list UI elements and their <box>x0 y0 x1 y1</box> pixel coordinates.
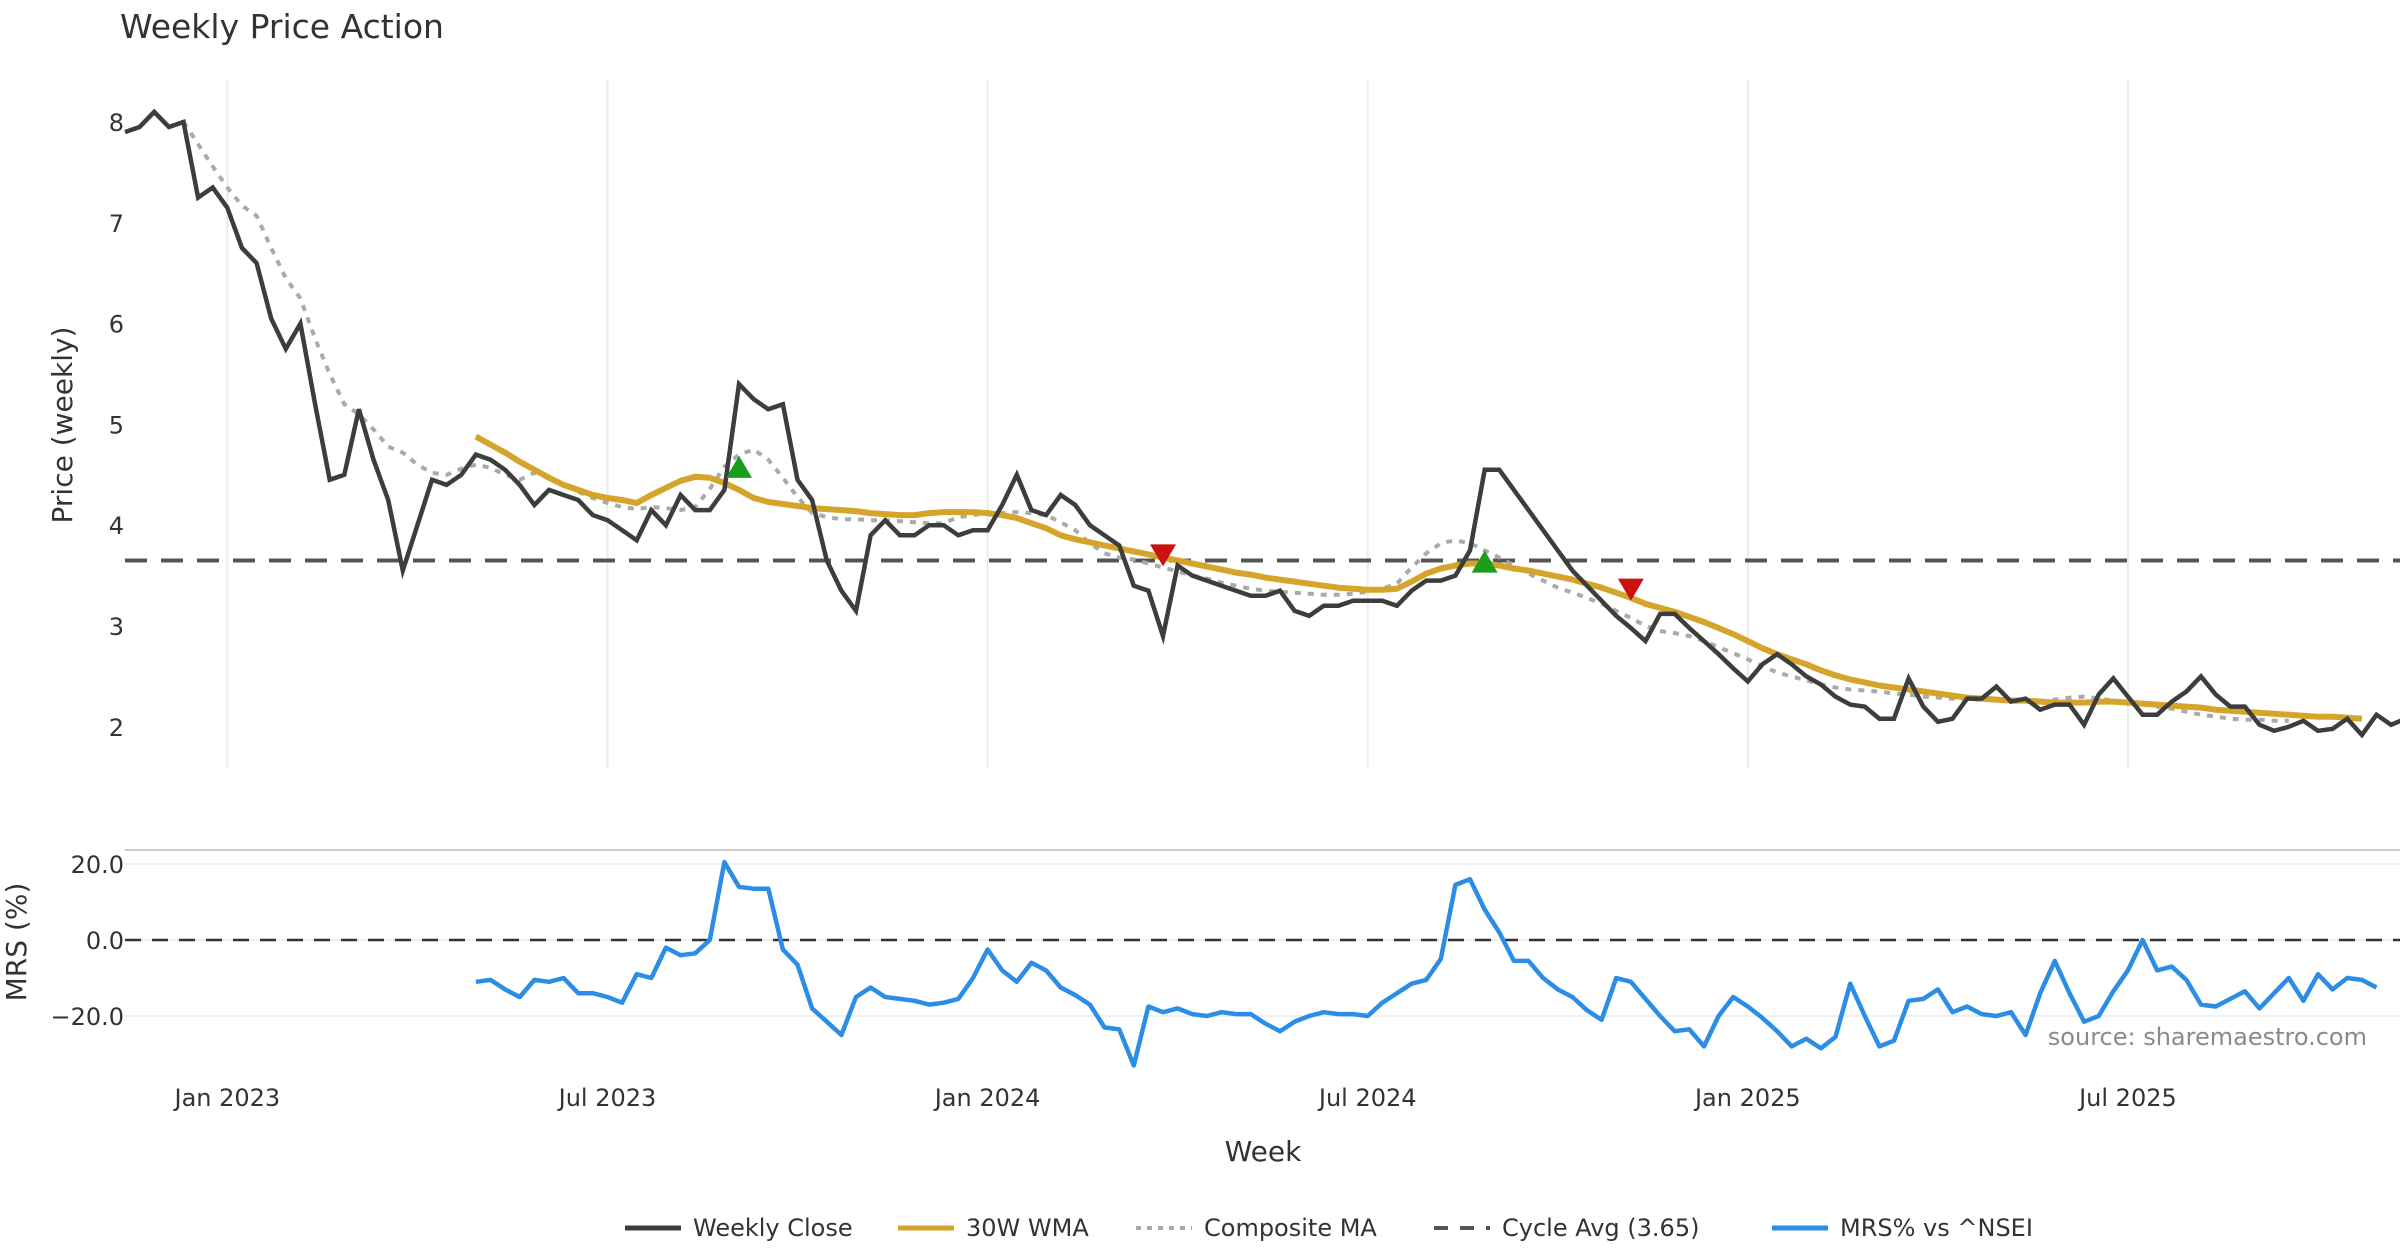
legend-label: 30W WMA <box>966 1214 1089 1242</box>
legend-label: Composite MA <box>1204 1214 1377 1242</box>
mrs-y-tick-label: 20.0 <box>71 851 124 879</box>
legend-item: Composite MA <box>1136 1214 1377 1242</box>
price-y-axis-title: Price (weekly) <box>46 327 79 524</box>
mrs-y-axis-title: MRS (%) <box>0 883 33 1002</box>
signal-markers <box>726 455 1644 601</box>
price-y-tick-label: 6 <box>109 311 124 339</box>
legend-item: 30W WMA <box>898 1214 1089 1242</box>
mrs-line <box>475 859 2378 1068</box>
x-axis-title: Week <box>1225 1135 1302 1168</box>
legend-label: Weekly Close <box>693 1214 853 1242</box>
x-axis-ticks: Jan 2023 Jul 2023 Jan 2024 Jul 2024 Jan 2025… <box>172 1084 2176 1112</box>
wma-30w-line <box>474 433 2363 722</box>
price-gridlines <box>226 80 2129 768</box>
legend-label: Cycle Avg (3.65) <box>1502 1214 1699 1242</box>
price-y-tick-label: 3 <box>109 613 124 641</box>
mrs-y-ticks: 20.0 0.0 −20.0 <box>50 851 124 1031</box>
price-y-tick-label: 5 <box>109 411 124 439</box>
buy-signal-marker <box>726 455 753 478</box>
composite-ma-line <box>181 120 2289 723</box>
legend: Weekly Close 30W WMA Composite MA Cycle Avg… <box>625 1214 2033 1242</box>
source-note: source: sharemaestro.com <box>2048 1023 2367 1051</box>
x-tick-label: Jan 2025 <box>1693 1084 1801 1112</box>
price-y-tick-label: 2 <box>109 714 124 742</box>
buy-signal-marker <box>1471 550 1498 573</box>
sell-signal-marker <box>1617 578 1644 601</box>
x-tick-label: Jul 2023 <box>557 1084 657 1112</box>
chart-title: Weekly Price Action <box>120 7 444 46</box>
weekly-close-line <box>124 108 2400 739</box>
legend-item: MRS% vs ^NSEI <box>1772 1214 2033 1242</box>
legend-item: Weekly Close <box>625 1214 853 1242</box>
legend-label: MRS% vs ^NSEI <box>1840 1214 2033 1242</box>
mrs-y-tick-label: −20.0 <box>50 1003 124 1031</box>
x-tick-label: Jul 2025 <box>2077 1084 2177 1112</box>
mrs-y-tick-label: 0.0 <box>86 927 124 955</box>
x-tick-label: Jul 2024 <box>1317 1084 1417 1112</box>
price-y-tick-label: 7 <box>109 210 124 238</box>
legend-item: Cycle Avg (3.65) <box>1434 1214 1699 1242</box>
price-y-tick-label: 4 <box>109 512 124 540</box>
price-y-tick-label: 8 <box>109 109 124 137</box>
x-tick-label: Jan 2024 <box>933 1084 1041 1112</box>
x-tick-label: Jan 2023 <box>172 1084 280 1112</box>
sell-signal-marker <box>1150 544 1177 567</box>
price-y-ticks: 2 3 4 5 6 7 8 <box>109 109 124 742</box>
